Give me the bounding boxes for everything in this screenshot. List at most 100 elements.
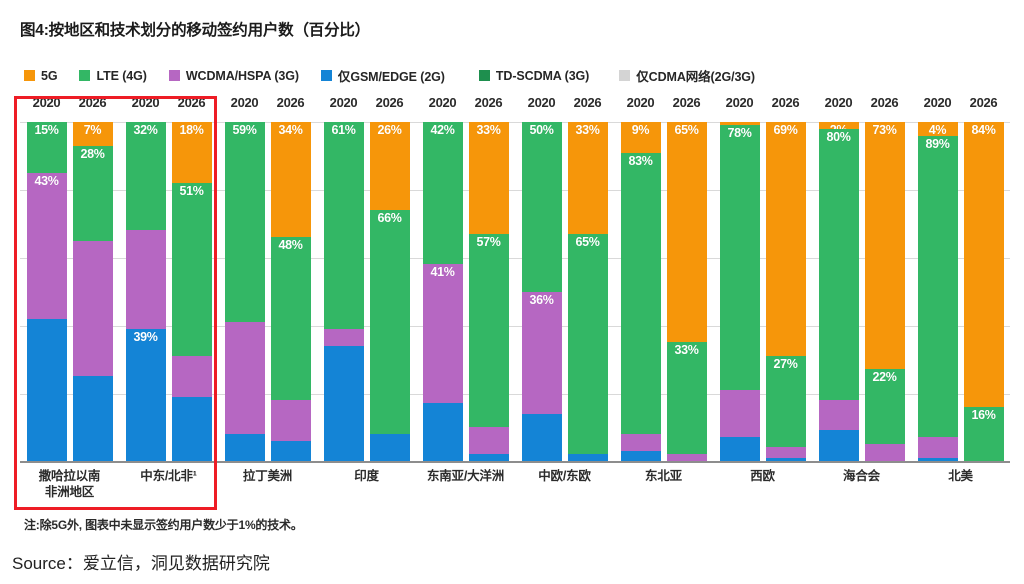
bar-segment-wcdma[interactable] [666, 454, 707, 461]
bar-column-2020[interactable]: 2020 59% [224, 95, 265, 465]
bar-segment-lte[interactable]: 32% [125, 122, 166, 231]
bar-segment-lte[interactable]: 48% [270, 237, 311, 400]
bar-segment-wcdma[interactable] [72, 240, 113, 377]
bar-segment-lte[interactable]: 16% [963, 406, 1004, 461]
bar-segment-gsm[interactable] [719, 437, 760, 461]
legend-item-gsm[interactable]: 仅GSM/EDGE (2G) [320, 66, 445, 85]
bar-segment-gsm[interactable] [818, 430, 859, 461]
bar-column-2026[interactable]: 2026 33% 65% [567, 95, 608, 465]
bar-segment-5g[interactable]: 9% [620, 122, 661, 153]
bar-segment-wcdma[interactable] [864, 444, 905, 461]
bar-segment-5g[interactable]: 33% [468, 122, 509, 234]
bar-column-2020[interactable]: 2020 32% 39% [125, 95, 166, 465]
bar-segment-label: 61% [331, 123, 356, 137]
bar-segment-lte[interactable]: 33% [666, 342, 707, 455]
bar-segment-gsm[interactable] [422, 403, 463, 461]
bar-segment-lte[interactable]: 80% [818, 128, 859, 400]
legend-item-tdscdma[interactable]: TD-SCDMA (3G) [478, 69, 589, 83]
legend-item-label: WCDMA/HSPA (3G) [185, 68, 299, 83]
bar-segment-5g[interactable]: 65% [666, 122, 707, 343]
bar-segment-gsm[interactable] [369, 433, 410, 461]
bar-segment-wcdma[interactable] [620, 433, 661, 451]
bar-segment-lte[interactable]: 66% [369, 210, 410, 434]
bar-segment-lte[interactable]: 50% [521, 122, 562, 292]
bar-segment-gsm[interactable] [468, 454, 509, 461]
bar-segment-5g[interactable]: 69% [765, 122, 806, 356]
bar-column-2020[interactable]: 2020 2%80% [818, 95, 859, 465]
bar-segment-wcdma[interactable] [323, 328, 364, 346]
bar-column-2026[interactable]: 2026 7% 28% [72, 95, 113, 465]
bar-segment-lte[interactable]: 15% [26, 122, 67, 173]
bar-segment-wcdma[interactable] [468, 427, 509, 455]
bar-column-2020[interactable]: 2020 1%78% [719, 95, 760, 465]
bar-segment-5g[interactable]: 34% [270, 122, 311, 238]
stacked-bar: 18% 51% [171, 122, 212, 461]
bar-column-2020[interactable]: 2020 15% 43% [26, 95, 67, 465]
bar-segment-gsm[interactable] [224, 433, 265, 461]
bar-column-2020[interactable]: 2020 4% 89% [917, 95, 958, 465]
bar-segment-5g[interactable]: 84% [963, 122, 1004, 407]
bar-segment-lte[interactable]: 78% [719, 125, 760, 390]
bar-segment-lte[interactable]: 57% [468, 233, 509, 428]
bar-segment-lte[interactable]: 42% [422, 122, 463, 265]
bar-segment-5g[interactable]: 2% [818, 122, 859, 137]
bar-segment-lte[interactable]: 83% [620, 152, 661, 434]
bar-segment-lte[interactable]: 61% [323, 122, 364, 329]
bar-segment-label: 26% [377, 123, 402, 137]
stacked-bar: 84% 16% [963, 122, 1004, 461]
bar-segment-5g[interactable]: 33% [567, 122, 608, 234]
category-label: 中东/北非¹ [119, 468, 218, 500]
bar-column-2026[interactable]: 2026 18% 51% [171, 95, 212, 465]
bar-segment-wcdma[interactable]: 36% [521, 291, 562, 414]
bar-segment-wcdma[interactable] [917, 437, 958, 458]
bar-segment-lte[interactable]: 51% [171, 183, 212, 356]
bar-segment-wcdma[interactable] [719, 389, 760, 438]
bar-segment-5g[interactable]: 18% [171, 122, 212, 184]
bar-segment-wcdma[interactable] [818, 399, 859, 431]
bar-column-2026[interactable]: 2026 34% 48% [270, 95, 311, 465]
bar-segment-lte[interactable]: 89% [917, 135, 958, 438]
bar-segment-5g[interactable]: 73% [864, 122, 905, 370]
bar-segment-lte[interactable]: 59% [224, 122, 265, 322]
bar-column-2020[interactable]: 2020 9% 83% [620, 95, 661, 465]
bar-segment-wcdma[interactable] [171, 355, 212, 397]
bar-segment-gsm[interactable] [323, 345, 364, 461]
bar-segment-gsm[interactable] [521, 413, 562, 461]
bar-column-2026[interactable]: 2026 26% 66% [369, 95, 410, 465]
legend-item-cdma[interactable]: 仅CDMA网络(2G/3G) [619, 66, 755, 85]
bar-column-2026[interactable]: 2026 65% 33% [666, 95, 707, 465]
bar-segment-gsm[interactable] [917, 457, 958, 461]
bar-year-label: 2026 [375, 95, 404, 110]
bar-segment-wcdma[interactable]: 43% [26, 172, 67, 319]
legend-item-lte[interactable]: LTE (4G) [79, 69, 147, 83]
bar-segment-gsm[interactable] [567, 454, 608, 461]
bar-segment-wcdma[interactable] [224, 322, 265, 434]
bar-segment-5g[interactable]: 7% [72, 122, 113, 146]
bar-segment-lte[interactable]: 65% [567, 233, 608, 455]
bar-segment-gsm[interactable] [171, 396, 212, 461]
bar-segment-5g[interactable]: 26% [369, 122, 410, 211]
legend-item-5g[interactable]: 5G [24, 69, 58, 83]
bar-segment-lte[interactable]: 27% [765, 355, 806, 448]
bar-column-2026[interactable]: 2026 73% 22% [864, 95, 905, 465]
bar-segment-lte[interactable]: 22% [864, 369, 905, 445]
bar-segment-gsm[interactable]: 39% [125, 328, 166, 461]
bar-segment-wcdma[interactable] [270, 399, 311, 441]
bar-column-2020[interactable]: 2020 42% 41% [422, 95, 463, 465]
bar-column-2026[interactable]: 2026 69% 27% [765, 95, 806, 465]
bar-segment-wcdma[interactable]: 41% [422, 264, 463, 404]
bar-column-2026[interactable]: 2026 84% 16% [963, 95, 1004, 465]
bar-column-2020[interactable]: 2020 50% 36% [521, 95, 562, 465]
bar-segment-gsm[interactable] [620, 450, 661, 461]
bar-column-2026[interactable]: 2026 33% 57% [468, 95, 509, 465]
bar-segment-5g[interactable]: 4% [917, 122, 958, 137]
bar-segment-wcdma[interactable] [765, 447, 806, 458]
bar-segment-gsm[interactable] [765, 457, 806, 461]
legend-item-wcdma[interactable]: WCDMA/HSPA (3G) [168, 68, 299, 83]
bar-segment-gsm[interactable] [270, 440, 311, 461]
bar-segment-wcdma[interactable] [125, 230, 166, 329]
bar-column-2020[interactable]: 2020 61% [323, 95, 364, 465]
bar-segment-gsm[interactable] [72, 376, 113, 461]
bar-segment-lte[interactable]: 28% [72, 145, 113, 241]
bar-segment-gsm[interactable] [26, 318, 67, 461]
